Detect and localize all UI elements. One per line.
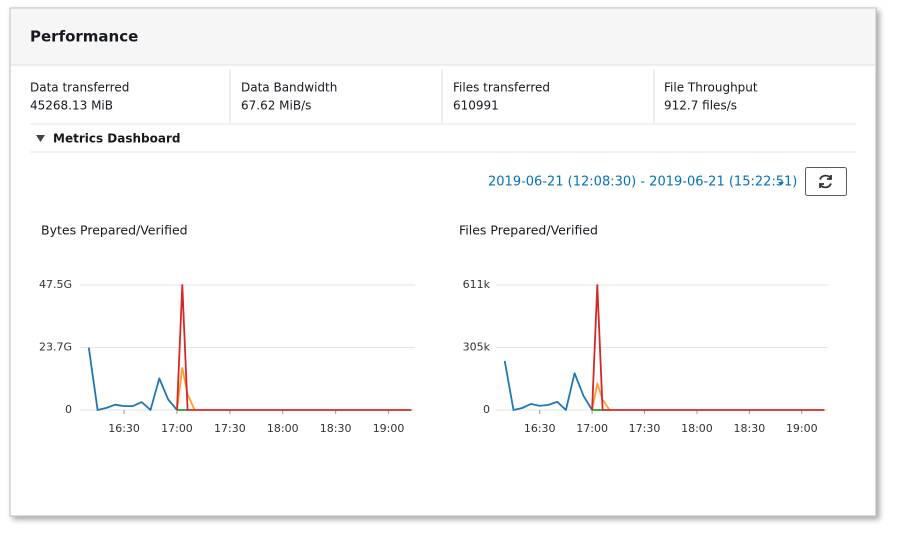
panel bbox=[9, 7, 877, 517]
x-tick-label: 18:00 bbox=[267, 422, 299, 435]
x-tick-label: 18:30 bbox=[734, 422, 766, 435]
series-line bbox=[176, 284, 412, 411]
metric-label: File Throughput bbox=[664, 81, 758, 95]
x-tick-label: 18:00 bbox=[681, 422, 713, 435]
refresh-button[interactable] bbox=[805, 167, 847, 196]
chart-title: Files Prepared/Verified bbox=[459, 223, 598, 238]
x-tick-label: 19:00 bbox=[373, 422, 405, 435]
y-tick-label: 0 bbox=[65, 403, 72, 416]
metric-label: Files transferred bbox=[453, 81, 550, 95]
series-line bbox=[503, 360, 593, 411]
x-tick-label: 16:30 bbox=[524, 422, 556, 435]
metric-label: Data transferred bbox=[30, 81, 129, 95]
y-tick-label: 47.5G bbox=[39, 278, 72, 291]
panel-header bbox=[11, 9, 875, 65]
dropdown-caret[interactable] bbox=[778, 182, 784, 186]
x-tick-label: 19:00 bbox=[786, 422, 818, 435]
x-tick-label: 17:00 bbox=[161, 422, 193, 435]
series-line bbox=[591, 284, 825, 411]
time-range[interactable]: 2019-06-21 (12:08:30) - 2019-06-21 (15:2… bbox=[488, 175, 797, 190]
x-tick-label: 17:30 bbox=[214, 422, 246, 435]
chart-title: Bytes Prepared/Verified bbox=[41, 223, 188, 238]
collapse-caret[interactable] bbox=[36, 135, 45, 142]
refresh-icon bbox=[819, 174, 832, 189]
panel-title: Performance bbox=[30, 28, 138, 46]
metric-value: 67.62 MiB/s bbox=[241, 99, 311, 113]
y-tick-label: 23.7G bbox=[39, 341, 72, 354]
metric-value: 912.7 files/s bbox=[664, 99, 737, 113]
x-tick-label: 16:30 bbox=[108, 422, 140, 435]
section-title[interactable]: Metrics Dashboard bbox=[53, 132, 180, 146]
metric-value: 610991 bbox=[453, 99, 499, 113]
x-tick-label: 17:00 bbox=[576, 422, 608, 435]
x-tick-label: 17:30 bbox=[629, 422, 661, 435]
y-tick-label: 611k bbox=[463, 278, 491, 291]
metric-value: 45268.13 MiB bbox=[30, 99, 113, 113]
metric-label: Data Bandwidth bbox=[241, 81, 337, 95]
series-line bbox=[176, 367, 196, 411]
y-tick-label: 0 bbox=[483, 403, 490, 416]
series-line bbox=[87, 347, 178, 411]
y-tick-label: 305k bbox=[463, 341, 491, 354]
x-tick-label: 18:30 bbox=[320, 422, 352, 435]
series-line bbox=[591, 382, 611, 411]
